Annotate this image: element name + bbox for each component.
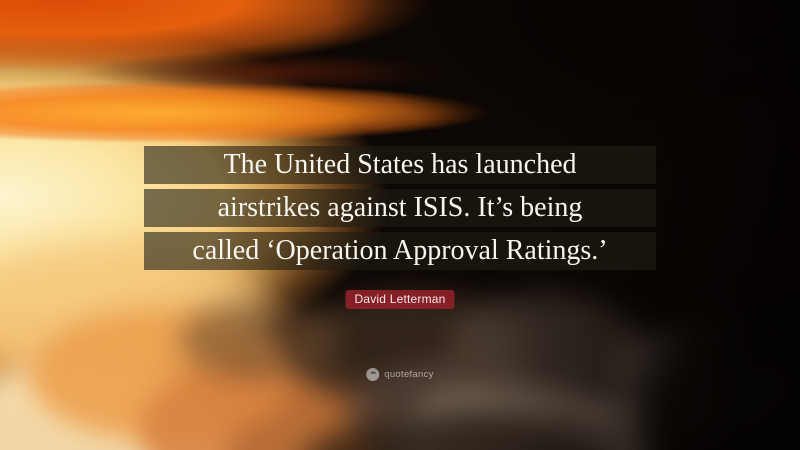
quote-line: airstrikes against ISIS. It’s being xyxy=(144,189,656,227)
watermark-label: quotefancy xyxy=(384,369,434,380)
quote-line: The United States has launched xyxy=(144,146,656,184)
attribution-badge: David Letterman xyxy=(345,290,455,309)
double-quote-icon: ❝❝ xyxy=(366,368,380,381)
quote-line: called ‘Operation Approval Ratings.’ xyxy=(144,232,656,270)
quote-block: The United States has launched airstrike… xyxy=(144,146,656,275)
watermark: ❝❝ quotefancy xyxy=(366,368,433,381)
